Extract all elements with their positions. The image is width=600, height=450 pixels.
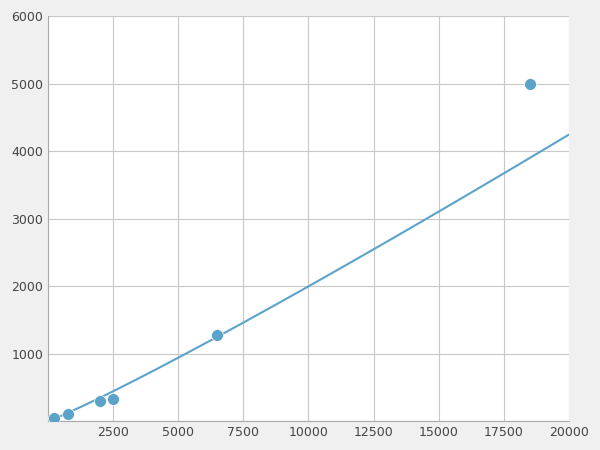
Point <box>525 80 535 87</box>
Point <box>95 397 105 405</box>
Point <box>50 414 59 421</box>
Point <box>108 395 118 402</box>
Point <box>212 331 222 338</box>
Point <box>63 411 73 418</box>
